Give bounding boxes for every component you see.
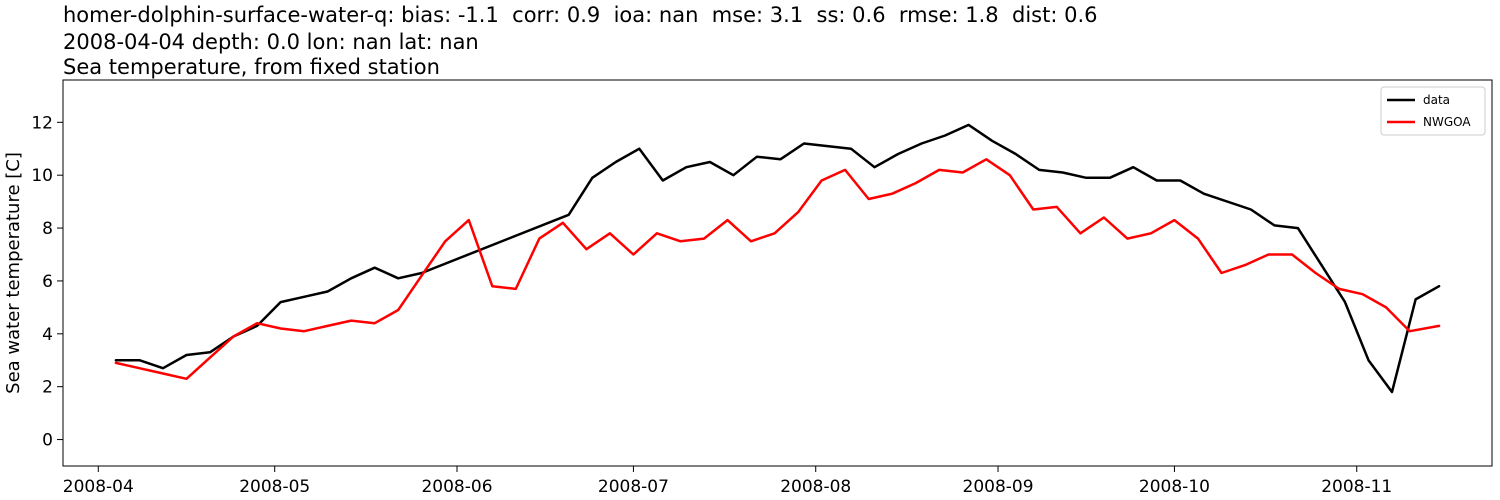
series-line-data bbox=[114, 123, 1441, 394]
y-tick-label: 6 bbox=[42, 272, 53, 292]
x-tick-label: 2008-08 bbox=[780, 477, 851, 497]
y-axis-label: Sea water temperature [C] bbox=[3, 152, 24, 394]
axes: 0 2 4 6 8 10 12 2008-04 2008-05 2008-06 2008-07 200… bbox=[31, 113, 1392, 497]
x-tick-label: 2008-11 bbox=[1321, 477, 1392, 497]
series-line-nwgoa bbox=[114, 158, 1441, 381]
y-tick-label: 8 bbox=[42, 219, 53, 239]
chart-title-line-1: homer-dolphin-surface-water-q: bias: -1.… bbox=[63, 3, 1098, 27]
series-layer bbox=[114, 123, 1441, 394]
y-tick-label: 10 bbox=[31, 166, 53, 186]
x-tick-label: 2008-04 bbox=[63, 477, 134, 497]
plot-frame bbox=[62, 79, 1493, 467]
x-tick-label: 2008-09 bbox=[963, 477, 1034, 497]
chart-title-line-3: Sea temperature, from fixed station bbox=[63, 55, 440, 79]
legend-label-data: data bbox=[1423, 93, 1450, 107]
legend: data NWGOA bbox=[1380, 86, 1486, 136]
y-tick-label: 12 bbox=[31, 113, 53, 133]
x-tick-label: 2008-10 bbox=[1139, 477, 1210, 497]
y-tick-label: 0 bbox=[42, 431, 53, 451]
chart-title-line-2: 2008-04-04 depth: 0.0 lon: nan lat: nan bbox=[63, 30, 479, 54]
legend-label-nwgoa: NWGOA bbox=[1423, 115, 1471, 129]
x-tick-label: 2008-06 bbox=[421, 477, 492, 497]
x-tick-label: 2008-07 bbox=[598, 477, 669, 497]
y-tick-label: 2 bbox=[42, 378, 53, 398]
y-tick-label: 4 bbox=[42, 325, 53, 345]
x-tick-label: 2008-05 bbox=[239, 477, 310, 497]
